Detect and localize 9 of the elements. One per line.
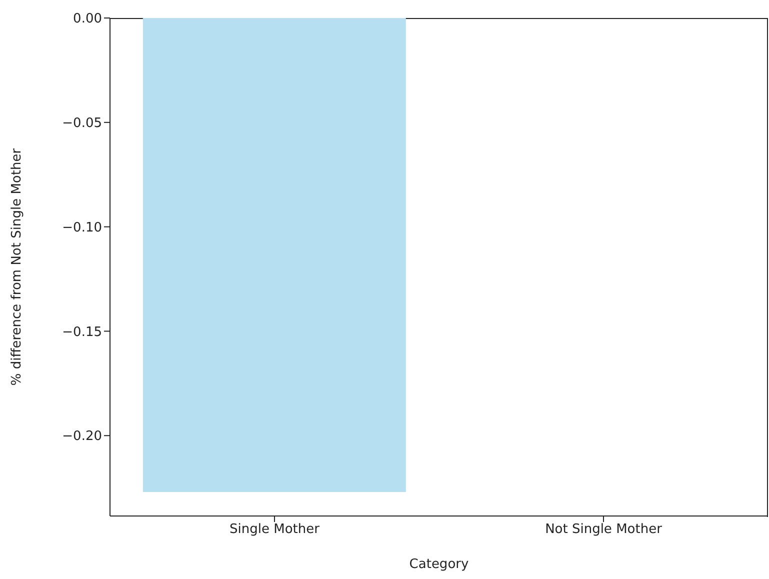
y-tick-label: −0.20 [62,429,102,444]
y-tick-label: −0.10 [62,220,102,236]
x-tick-label: Single Mother [230,522,320,538]
y-tick-label: −0.15 [62,324,102,340]
x-tick-label: Not Single Mother [545,522,663,538]
y-tick-label: 0.00 [73,12,102,27]
y-axis-title: % difference from Not Single Mother [10,148,25,386]
x-axis-title: Category [409,557,469,572]
y-tick-label: −0.05 [62,116,102,132]
